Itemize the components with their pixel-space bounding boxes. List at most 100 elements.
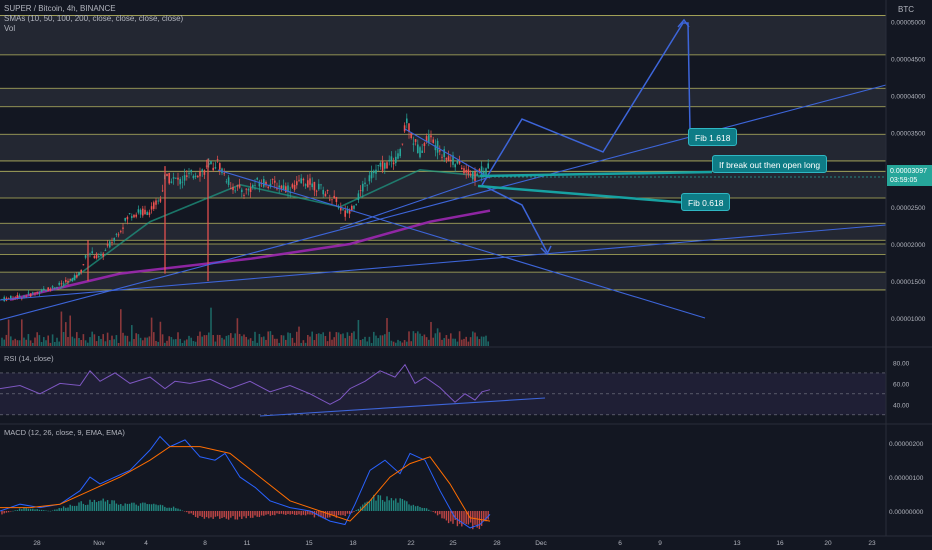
macd-hist-bar [370, 499, 373, 511]
volume-bar [313, 340, 316, 346]
volume-bar [205, 335, 208, 346]
volume-bar [289, 333, 291, 346]
volume-bar [487, 341, 489, 346]
candle-body [225, 181, 228, 183]
volume-bar [399, 341, 401, 346]
candle-body [487, 163, 489, 169]
volume-bar [144, 337, 146, 346]
candle-body [379, 162, 382, 167]
volume-bar [3, 339, 5, 346]
candle-body [300, 178, 302, 184]
annotation-fib-0618[interactable]: Fib 0.618 [681, 193, 731, 211]
candle-body [428, 135, 430, 143]
candle-body [21, 298, 23, 300]
macd-hist-bar [203, 510, 206, 519]
candle-body [190, 170, 192, 173]
volume-bar [377, 338, 379, 346]
volume-bar [137, 334, 140, 346]
volume-bar [474, 332, 476, 346]
candle-body [278, 185, 280, 188]
volume-bar [388, 331, 390, 346]
candle-body [456, 160, 459, 164]
trendline-lower [0, 224, 887, 301]
macd-hist-bar [76, 505, 78, 511]
volume-bar [401, 342, 404, 346]
volume-bar [410, 341, 412, 346]
candle-body [137, 209, 140, 213]
macd-hist-bar [296, 510, 298, 515]
candle-body [60, 283, 63, 285]
macd-hist-bar [434, 510, 437, 514]
candle-body [254, 184, 256, 186]
macd-hist-bar [439, 510, 441, 515]
volume-bar [197, 335, 199, 346]
symbol-legend[interactable]: SUPER / Bitcoin, 4h, BINANCE [4, 4, 116, 13]
sma-legend[interactable]: SMAs (10, 50, 100, 200, close, close, cl… [4, 14, 184, 23]
macd-hist-bar [212, 510, 214, 519]
macd-hist-bar [423, 507, 426, 511]
volume-bar [208, 332, 210, 346]
candle-body [238, 184, 241, 188]
rsi-tick-label: 60.00 [893, 381, 910, 388]
macd-hist-bar [153, 503, 155, 511]
volume-bar [60, 311, 63, 346]
macd-hist-bar [82, 503, 85, 511]
volume-bar [324, 336, 327, 346]
candle-body [342, 208, 344, 210]
macd-hist-bar [335, 510, 338, 518]
volume-bar [234, 333, 236, 346]
vol-legend[interactable]: Vol [4, 24, 16, 33]
volume-bars [1, 307, 489, 346]
candle-body [485, 168, 487, 176]
macd-hist-bar [406, 501, 408, 511]
annotation-breakout[interactable]: If break out then open long [712, 155, 828, 173]
candle-body [333, 195, 335, 199]
volume-bar [249, 338, 252, 346]
volume-bar [357, 319, 360, 346]
last-price: 0.00003097 [890, 168, 927, 175]
volume-bar [76, 332, 78, 346]
volume-bar [194, 341, 197, 346]
volume-bar [203, 335, 206, 346]
macd-hist-bar [131, 502, 133, 511]
macd-hist-bar [139, 503, 142, 511]
candle-body [100, 254, 102, 256]
time-tick-label: 16 [776, 540, 784, 547]
volume-bar [38, 335, 41, 346]
volume-bar [146, 337, 148, 346]
macd-hist-bar [62, 506, 65, 511]
macd-hist-bar [480, 510, 483, 526]
candle-body [388, 159, 390, 162]
volume-bar [69, 315, 71, 346]
volume-bar [375, 335, 377, 346]
macd-hist-bar [342, 510, 344, 516]
macd-hist-bar [454, 510, 456, 520]
volume-bar [362, 339, 364, 346]
annotation-fib-1618[interactable]: Fib 1.618 [688, 128, 738, 146]
candle-body [463, 168, 465, 174]
macd-hist-bar [49, 510, 52, 512]
volume-bar [463, 338, 465, 346]
candle-body [208, 163, 210, 165]
candle-body [348, 209, 351, 214]
time-tick-label: 11 [244, 540, 251, 547]
volume-bar [164, 342, 166, 346]
candle-body [392, 162, 395, 165]
volume-bar [472, 331, 474, 346]
candle-body [311, 183, 313, 188]
candle-body [410, 133, 412, 138]
macd-hist-bar [25, 507, 27, 511]
volume-bar [456, 341, 459, 346]
candle-body [183, 175, 186, 181]
volume-bar [216, 334, 219, 346]
arrowhead-icon [677, 18, 690, 28]
volume-bar [260, 337, 263, 346]
candle-body [412, 143, 415, 145]
macd-hist-bar [399, 498, 401, 511]
candle-body [170, 181, 173, 183]
volume-bar [199, 331, 201, 346]
volume-bar [256, 342, 258, 346]
candle-body [102, 253, 104, 257]
volume-bar [170, 337, 173, 346]
